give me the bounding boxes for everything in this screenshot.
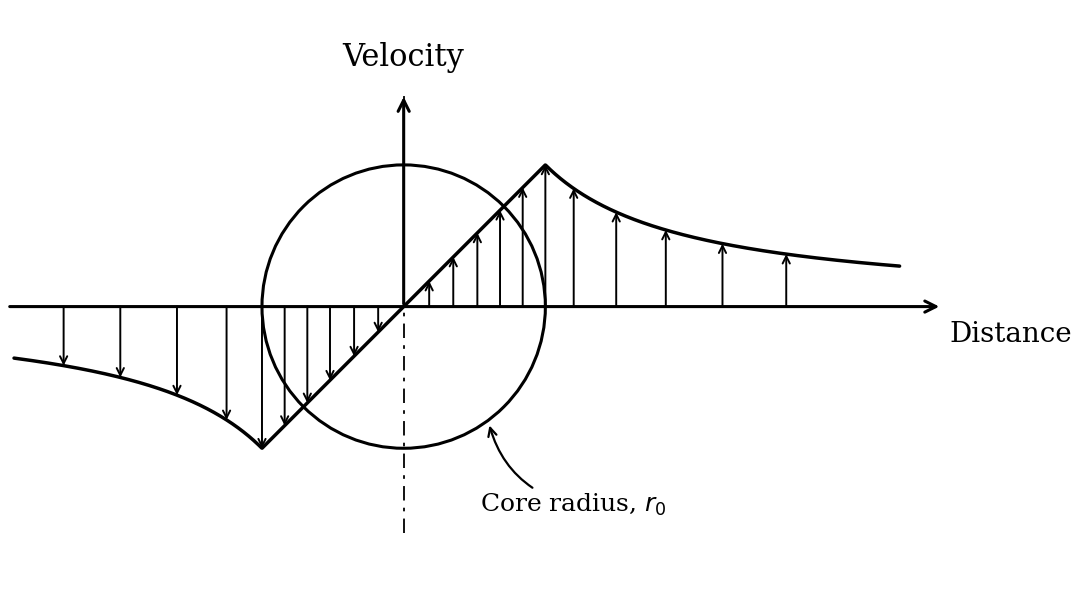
Text: Distance: Distance <box>950 320 1072 348</box>
Text: Core radius, $r_0$: Core radius, $r_0$ <box>481 428 667 518</box>
Text: Velocity: Velocity <box>343 42 465 73</box>
